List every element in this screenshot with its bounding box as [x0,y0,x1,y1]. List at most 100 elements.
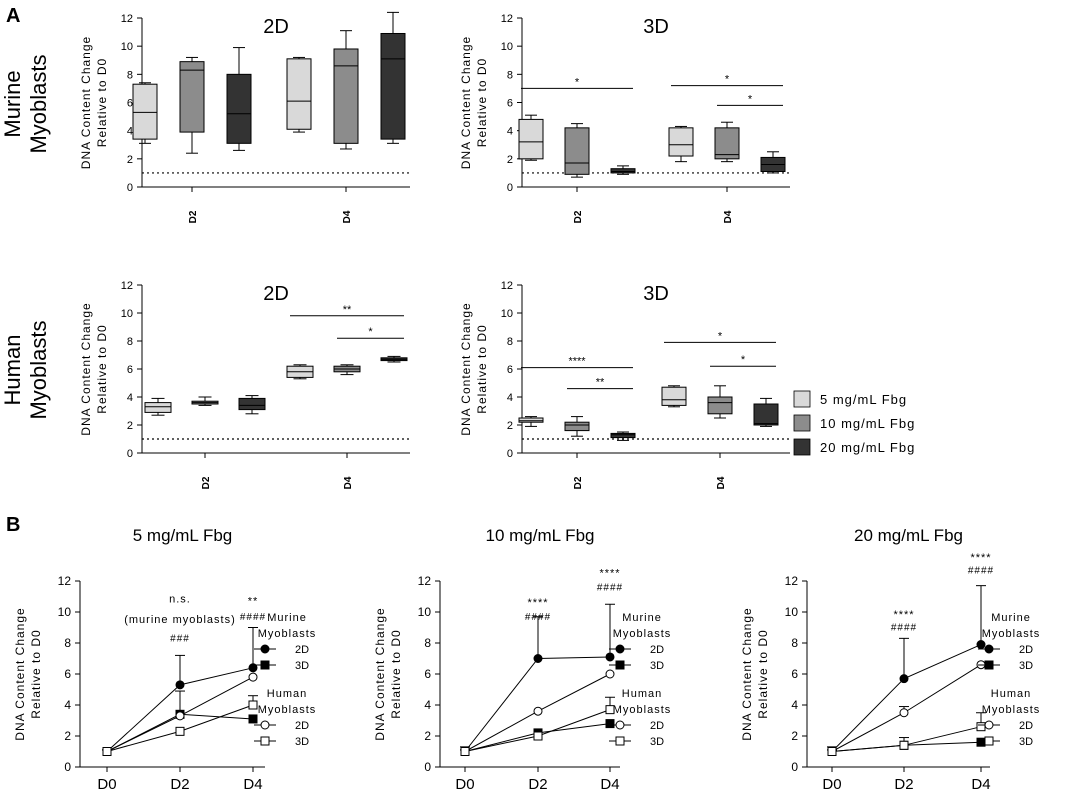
y-tick-label: 8 [507,336,513,348]
y-axis-title-line: DNA Content Change [459,36,473,169]
y-axis-title-line: DNA Content Change [79,36,93,169]
box-2-0 [238,395,266,415]
y-tick-label: 10 [58,605,72,619]
box-0-1 [661,385,687,408]
box-2-0 [610,165,636,175]
y-tick-label: 12 [501,280,513,292]
chart-title: 5 mg/mL Fbg [133,526,233,545]
box-rect [714,127,740,160]
data-point-0-1 [175,680,185,690]
x-tick-label: D2 [573,476,584,489]
box-0-1 [286,56,312,133]
chart-murine-2d: 2D 0 2 4 6 8 10 12 DNA Content Change Relative to… [79,11,410,223]
x-tick-label: D4 [716,476,727,489]
x-tick-label: D4 [723,210,734,223]
y-tick-label: 6 [507,98,513,110]
legend-fbg5-line: Murine Myoblasts 2D 3D Human Myoblasts 2D 3D [254,612,315,748]
legend-marker [615,660,625,670]
legend-group-title: Myoblasts [613,628,672,640]
y-axis-title-line: DNA Content Change [459,302,473,435]
significance-label: **** [599,567,620,579]
legend-group-title: Murine [267,612,307,624]
box-rect [226,73,252,144]
chart-title: 2D [263,283,289,305]
box-1-1 [333,364,361,376]
legend-a-swatch-fbg20 [793,438,811,456]
y-tick-label: 12 [418,574,432,588]
data-point-1-2 [976,737,986,747]
y-tick-label: 12 [121,13,133,25]
y-tick-label: 6 [127,98,133,110]
box-rect [144,402,172,413]
legend-item-label: 3D [1019,736,1033,748]
legend-fbg10-line: Murine Myoblasts 2D 3D Human Myoblasts 2D 3D [609,612,672,748]
data-point-2-2 [605,669,615,679]
legend-marker [260,736,270,746]
box-rect [610,168,636,174]
box-0-0 [132,82,158,144]
y-tick-label: 12 [501,13,513,25]
legend-item-label: 2D [1019,644,1033,656]
significance-label: * [718,330,723,342]
series-line-0 [831,644,982,752]
x-tick-label: D2 [528,776,547,793]
significance-label: * [748,93,753,105]
y-tick-label: 0 [127,448,133,460]
significance-label: **** [527,597,548,609]
box-1-0 [564,416,590,437]
box-rect [707,396,733,415]
legend-group-title: Human [622,688,662,700]
significance-label: **** [893,609,914,621]
y-tick-label: 8 [127,336,133,348]
y-tick-label: 10 [501,41,513,53]
y-tick-label: 8 [507,69,513,81]
chart-title: 20 mg/mL Fbg [854,526,963,545]
significance-label: #### [597,582,623,593]
box-0-0 [518,114,544,161]
charts-layer: 2D 0 2 4 6 8 10 12 DNA Content Change Relative to… [13,11,1041,793]
box-1-0 [191,396,219,406]
legend-item-label: 2D [295,720,309,732]
x-tick-label: D2 [894,776,913,793]
legend-marker [984,720,994,730]
box-rect [132,83,158,140]
box-rect [518,118,544,160]
legend-group-title: Myoblasts [982,704,1041,716]
y-tick-label: 4 [127,392,133,404]
row-label-murine-line2: Myoblasts [26,54,51,153]
chart-title: 10 mg/mL Fbg [486,526,595,545]
box-rect [333,48,359,144]
y-tick-label: 12 [121,280,133,292]
box-rect [564,127,590,175]
box-1-1 [333,30,359,150]
box-rect [179,61,205,133]
x-tick-label: D2 [188,210,199,223]
legend-group-title: Murine [991,612,1031,624]
box-2-0 [610,431,636,441]
box-rect [238,397,266,411]
y-tick-label: 0 [507,448,513,460]
row-label-human: Human Myoblasts [0,320,51,419]
legend-group-title: Human [267,688,307,700]
legend-fbg20-line: Murine Myoblasts 2D 3D Human Myoblasts 2D 3D [978,612,1041,748]
y-tick-label: 0 [64,760,71,774]
x-tick-label: D4 [971,776,990,793]
significance-label: * [741,354,746,366]
data-point-3-2 [976,722,986,732]
significance-label: #### [525,612,551,623]
y-axis-title-line: Relative to D0 [95,324,109,413]
chart-fbg20-line: 20 mg/mL Fbg 0 2 4 6 8 10 12 DNA Content Change R… [740,526,1041,793]
y-tick-label: 4 [127,126,133,138]
significance-label: #### [240,612,266,623]
legend-marker [984,644,994,654]
y-tick-label: 4 [507,392,513,404]
box-1-0 [179,56,205,154]
y-tick-label: 2 [507,154,513,166]
legend-marker [615,720,625,730]
chart-fbg5-line: 5 mg/mL Fbg 0 2 4 6 8 10 12 DNA Content Change Re… [13,526,315,793]
y-tick-label: 2 [64,729,71,743]
legend-group-title: Myoblasts [613,704,672,716]
y-tick-label: 8 [791,636,798,650]
panel-b-label: B [6,514,20,536]
y-tick-label: 10 [121,308,133,320]
